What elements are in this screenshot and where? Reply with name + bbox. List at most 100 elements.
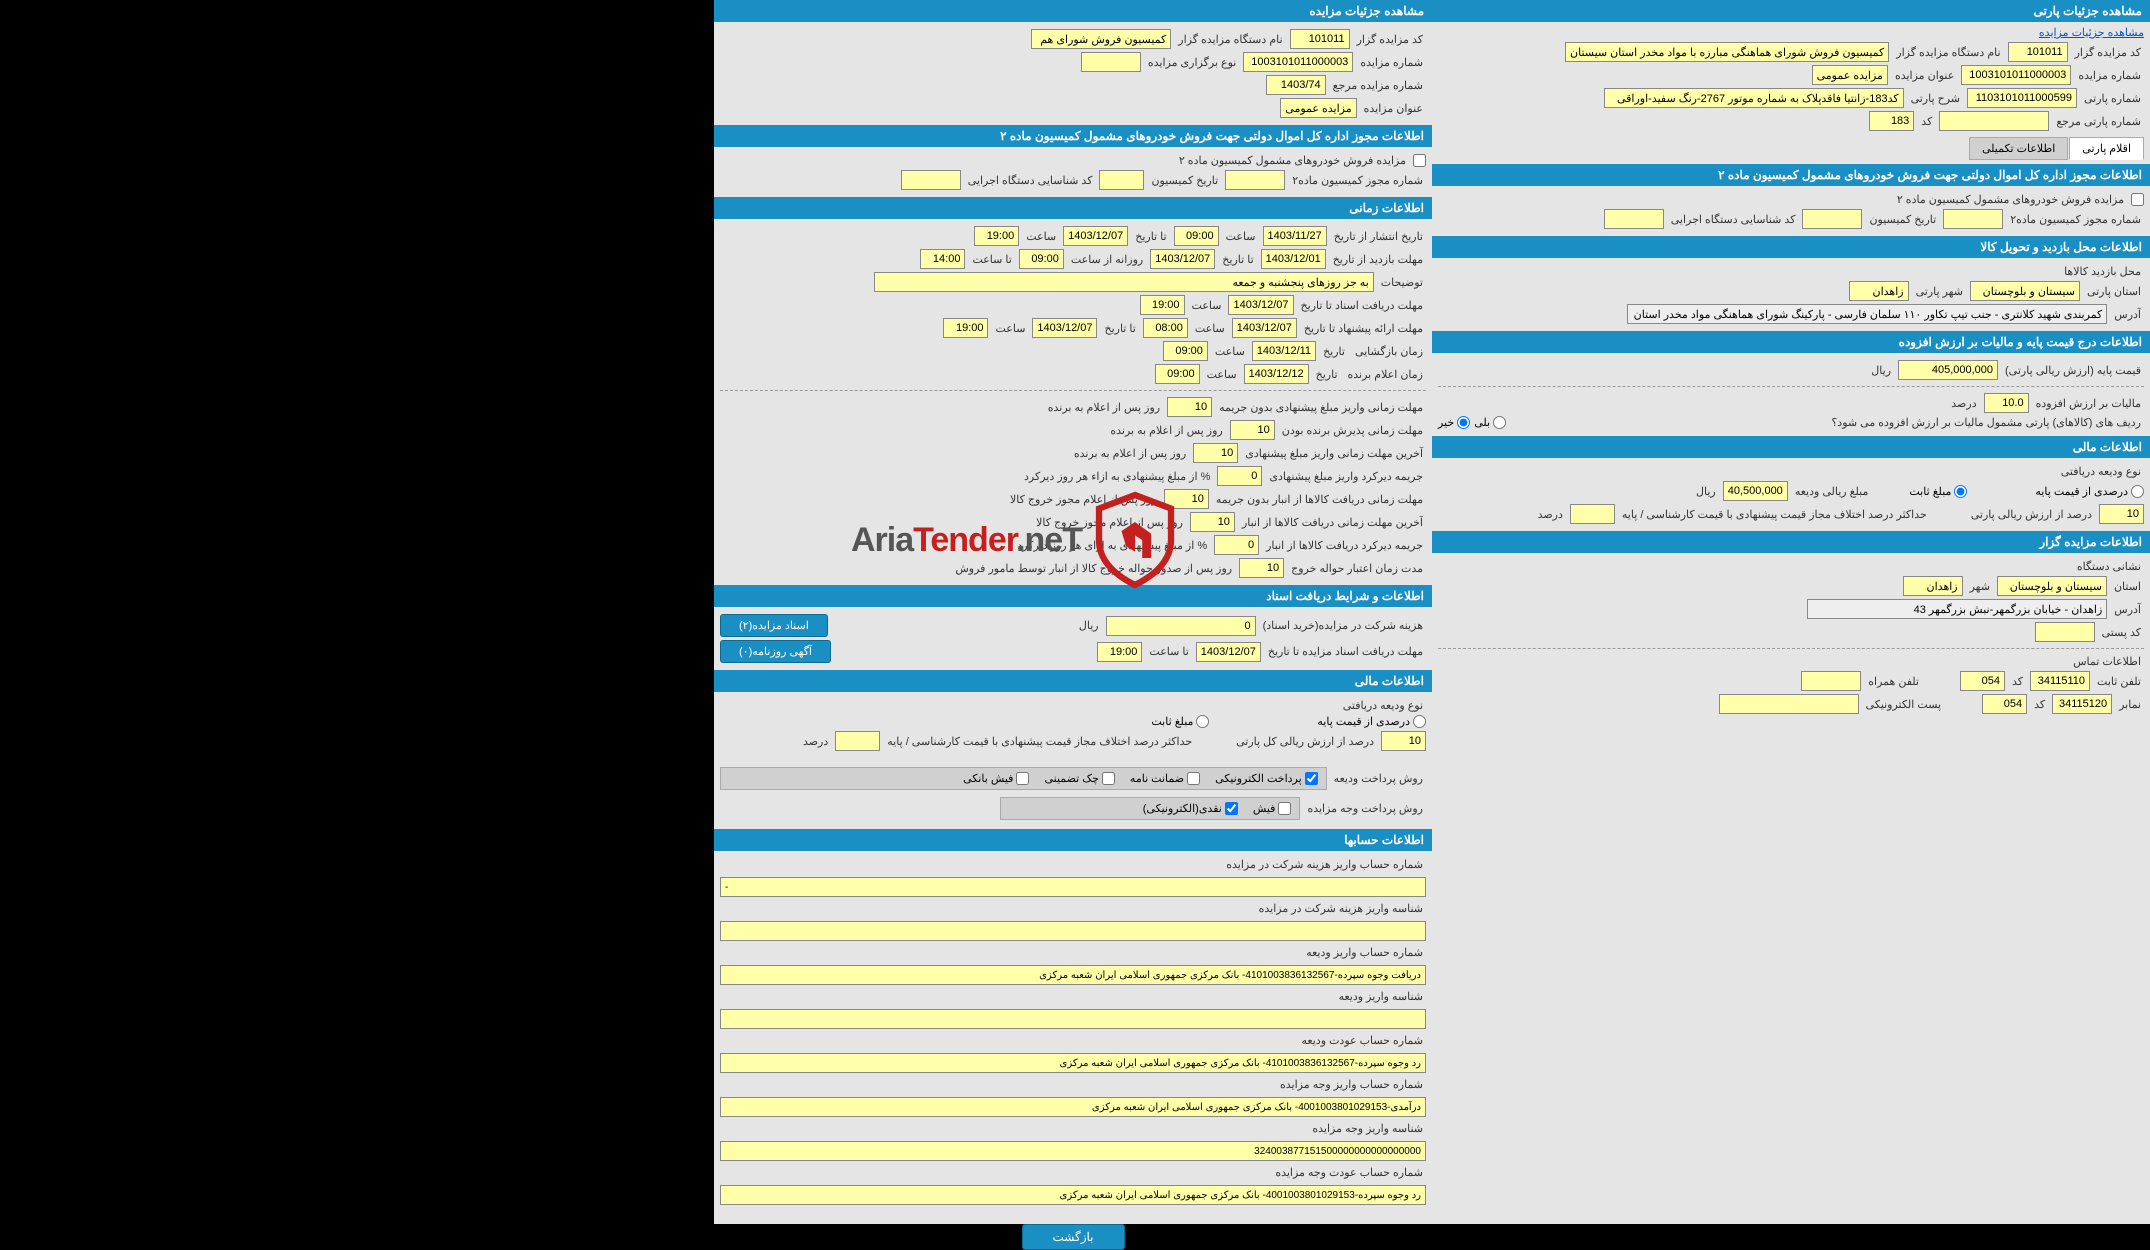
fld-acct-auction: درآمدی-4001003801029153- بانک مرکزی جمهو… [720, 1097, 1426, 1117]
fld-todate1: 1403/12/07 [1063, 226, 1128, 246]
fld-exec-id-l [901, 170, 961, 190]
fld-tohour1: 14:00 [920, 249, 965, 269]
lbl-todate2: تا تاریخ [1219, 253, 1256, 266]
tab-items[interactable]: اقلام پارتی [2069, 137, 2144, 160]
lbl-exec-id-r: کد شناسایی دستگاه اجرایی [1668, 213, 1799, 226]
lbl-pct-from-val: درصد از ارزش ریالی پارتی [1968, 508, 2095, 521]
lbl-base-price: قیمت پایه (ارزش ریالی پارتی) [2002, 364, 2144, 377]
fld-todate2: 1403/12/07 [1150, 249, 1215, 269]
fld-auctioneer-code: 101011 [2008, 42, 2068, 62]
radio-no[interactable]: خیر [1438, 416, 1470, 429]
lbl-parti-no: شماره پارتی [2081, 92, 2144, 105]
fld-hour3: 19:00 [1140, 295, 1185, 315]
lbl-todate1: تا تاریخ [1132, 230, 1169, 243]
lbl-rial-2: ریال [1693, 485, 1719, 498]
lbl-auction-no: شماره مزایده [2075, 69, 2144, 82]
header-visit: اطلاعات محل بازدید و تحویل کالا [1432, 236, 2150, 258]
lbl-credit: مدت زمان اعتبار حواله خروج [1288, 562, 1426, 575]
fld-pct-from-val: 10 [2099, 504, 2144, 524]
tabs: اقلام پارتی اطلاعات تکمیلی [1438, 137, 2144, 160]
fld-code2: 054 [1982, 694, 2027, 714]
lbl-offer-dl: مهلت ارائه پیشنهاد تا تاریخ [1301, 322, 1426, 335]
fld-auctioneer-org: کمیسیون فروش شورای هماهنگی مبارزه با موا… [1565, 42, 1889, 62]
lbl-acct-dep: شماره حساب واریز ودیعه [1246, 946, 1426, 959]
btn-back[interactable]: بازگشت [1022, 1224, 1125, 1250]
lbl-last-recv: آخرین مهلت زمانی دریافت کالاها از انبار [1239, 516, 1426, 529]
lbl-code1: کد [2009, 675, 2026, 688]
fld-province: سیستان و بلوچستان [1997, 576, 2107, 596]
lbl-pct-total: درصد از ارزش ریالی کل پارتی [1233, 735, 1377, 748]
fld-doc-until: 1403/12/07 [1196, 642, 1261, 662]
btn-newspaper[interactable]: آگهی روزنامه(۰) [720, 640, 831, 663]
fld-notes: به جز روزهای پنجشنبه و جمعه [874, 272, 1374, 292]
fld-acct-refund-auc: رد وجوه سپرده-4001003801029153- بانک مرک… [720, 1185, 1426, 1205]
radio-yes[interactable]: بلی [1474, 416, 1506, 429]
lbl-l-title: عنوان مزایده [1361, 102, 1426, 115]
chk-slip[interactable]: فیش [1253, 802, 1292, 815]
lbl-code2: کد [2031, 698, 2048, 711]
lbl-parti-province: استان پارتی [2084, 285, 2144, 298]
lbl-penalty-dep: جریمه دیرکرد واریز مبلغ پیشنهادی [1266, 470, 1426, 483]
chk-auction-sale-l[interactable] [1413, 154, 1426, 167]
lbl-id-dep: شناسه واریز ودیعه [1246, 990, 1426, 1003]
fld-vat: 10.0 [1984, 393, 2029, 413]
lbl-hour6: ساعت [1212, 345, 1248, 358]
chk-epay[interactable]: پرداخت الکترونیکی [1215, 772, 1318, 785]
radio-fixed-l[interactable]: مبلغ ثابت [1151, 715, 1209, 728]
lbl-publish: تاریخ انتشار از تاریخ [1331, 230, 1426, 243]
fld-auction-no: 1003101011000003 [1961, 65, 2071, 85]
lbl-exec-id-l: کد شناسایی دستگاه اجرایی [965, 174, 1096, 187]
fld-parti-desc: کد183-زانتیا فاقدپلاک به شماره موتور 276… [1604, 88, 1904, 108]
lbl-l-auction-no: شماره مزایده [1357, 56, 1426, 69]
lbl-part-cost: هزینه شرکت در مزایده(خرید اسناد) [1260, 619, 1426, 632]
chk-auction-sale[interactable] [2131, 193, 2144, 206]
watermark: AriaTender.neT [810, 480, 1180, 600]
fld-pct-total: 10 [1381, 731, 1426, 751]
lbl-deposit-type: نوع ودیعه دریافتی [2058, 465, 2144, 478]
lbl-auctioneer-org: نام دستگاه مزایده گزار [1893, 46, 2003, 59]
fld-tohour2: 19:00 [1097, 642, 1142, 662]
lbl-dep-time: مهلت زمانی واریز مبلغ پیشنهادی بدون جریم… [1216, 401, 1426, 414]
lbl-addr2: آدرس [2111, 603, 2144, 616]
lbl-acct-refund-dep: شماره حساب عودت ودیعه [1246, 1034, 1426, 1047]
fld-hour7: 09:00 [1155, 364, 1200, 384]
auction-details-panel: مشاهده جزئیات مزایده کد مزایده گزار 1010… [714, 0, 1432, 1224]
lbl-days1: روز پس از اعلام به برنده [1045, 401, 1163, 414]
btn-docs[interactable]: اسناد مزایده(۲) [720, 614, 828, 637]
link-auction-details[interactable]: مشاهده جزئیات مزایده [1438, 26, 2144, 39]
fld-mobile [1801, 671, 1861, 691]
lbl-date1: تاریخ [1320, 345, 1348, 358]
tab-supplementary[interactable]: اطلاعات تکمیلی [1969, 137, 2068, 160]
chk-check[interactable]: چک تضمینی [1044, 772, 1114, 785]
lbl-tohour2: تا ساعت [1146, 645, 1191, 658]
lbl-province: استان [2111, 580, 2144, 593]
chk-guarantee[interactable]: ضمانت نامه [1130, 772, 1200, 785]
fld-hour1: 09:00 [1174, 226, 1219, 246]
lbl-org-addr: نشانی دستگاه [2074, 560, 2144, 573]
lbl-hour7: ساعت [1204, 368, 1240, 381]
radio-pct-base[interactable]: درصدی از قیمت پایه [2035, 485, 2144, 498]
fld-max-diff-l [835, 731, 880, 751]
fld-winner: 1403/12/12 [1244, 364, 1309, 384]
chk-bank-slip[interactable]: فیش بانکی [963, 772, 1029, 785]
lbl-mobile: تلفن همراه [1865, 675, 1922, 688]
radio-pct-l[interactable]: درصدی از قیمت پایه [1317, 715, 1426, 728]
lbl-contact: اطلاعات تماس [2070, 655, 2144, 668]
lbl-pct-l: درصد [800, 735, 831, 748]
lbl-auction-sale: مزایده فروش خودروهای مشمول کمیسیون ماده … [1894, 193, 2127, 206]
header-accounts: اطلاعات حسابها [714, 829, 1432, 851]
chk-cash-elec[interactable]: نقدی(الکترونیکی) [1143, 802, 1238, 815]
fld-hour4: 08:00 [1143, 318, 1188, 338]
lbl-hour1: ساعت [1223, 230, 1259, 243]
fld-org-addr: زاهدان - خیابان بزرگمهر-نبش بزرگمهر 43 [1807, 599, 2107, 619]
lbl-city: شهر [1967, 580, 1993, 593]
shield-icon [1090, 490, 1180, 590]
radio-fixed-r[interactable]: مبلغ ثابت [1909, 485, 1967, 498]
fld-email [1719, 694, 1859, 714]
fld-offer-dl: 1403/12/07 [1232, 318, 1297, 338]
lbl-id-part: شناسه واریز هزینه شرکت در مزایده [1246, 902, 1426, 915]
lbl-comm-date-r: تاریخ کمیسیون [1866, 213, 1939, 226]
fld-phone: 34115110 [2030, 671, 2090, 691]
fld-parti-no: 1103101011000599 [1967, 88, 2077, 108]
lbl-comm-date-l: تاریخ کمیسیون [1148, 174, 1221, 187]
